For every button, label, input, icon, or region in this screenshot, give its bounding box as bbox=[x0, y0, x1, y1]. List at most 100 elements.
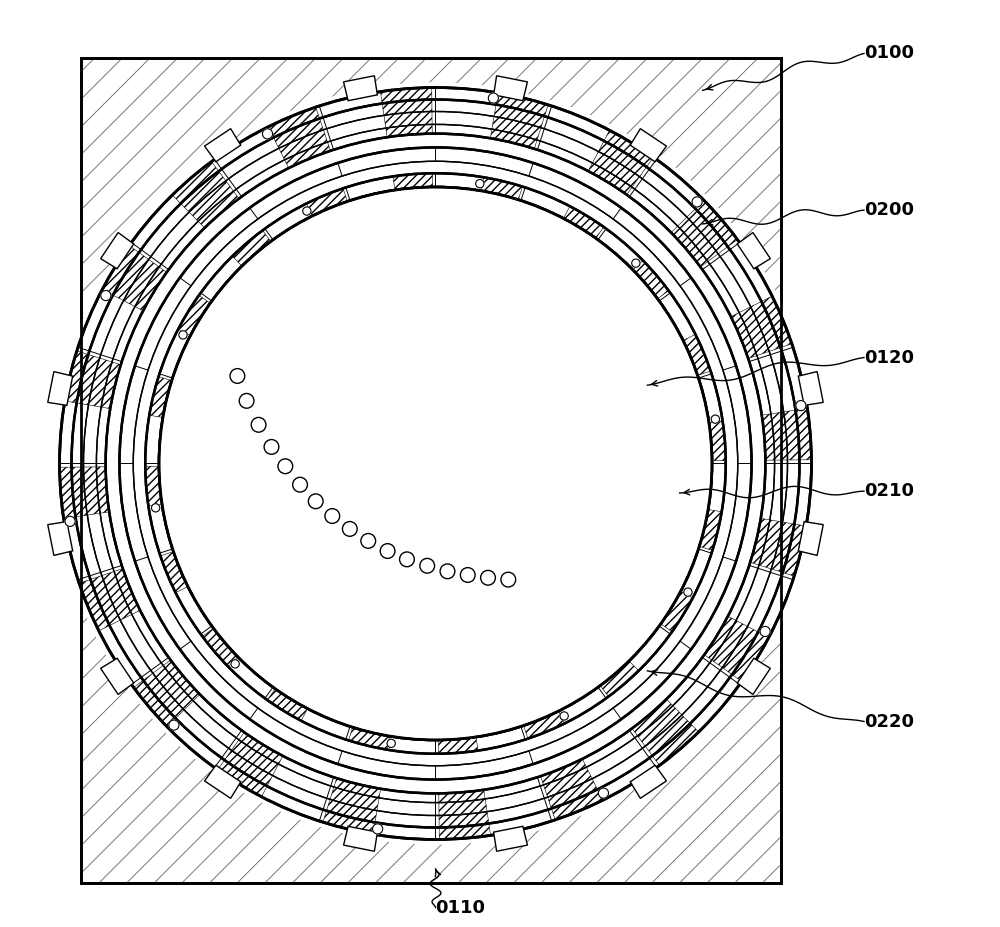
Polygon shape bbox=[382, 99, 432, 137]
Circle shape bbox=[179, 331, 187, 339]
Polygon shape bbox=[268, 108, 320, 137]
Polygon shape bbox=[661, 591, 693, 632]
Polygon shape bbox=[101, 233, 134, 269]
Polygon shape bbox=[149, 376, 172, 417]
Circle shape bbox=[476, 180, 484, 188]
Circle shape bbox=[101, 290, 111, 300]
Circle shape bbox=[55, 83, 816, 844]
Polygon shape bbox=[762, 410, 799, 460]
Polygon shape bbox=[630, 766, 666, 798]
Circle shape bbox=[760, 627, 770, 637]
Polygon shape bbox=[737, 233, 770, 269]
Polygon shape bbox=[65, 351, 88, 403]
Polygon shape bbox=[101, 658, 134, 694]
Polygon shape bbox=[102, 246, 139, 295]
Polygon shape bbox=[439, 790, 489, 828]
Circle shape bbox=[303, 207, 311, 215]
Polygon shape bbox=[202, 629, 238, 667]
Polygon shape bbox=[551, 790, 603, 819]
Circle shape bbox=[373, 824, 383, 834]
Polygon shape bbox=[796, 409, 811, 460]
Circle shape bbox=[380, 543, 395, 558]
Text: 0100: 0100 bbox=[864, 44, 914, 62]
Circle shape bbox=[481, 570, 495, 585]
Polygon shape bbox=[145, 466, 162, 506]
Polygon shape bbox=[143, 660, 200, 718]
Polygon shape bbox=[326, 779, 381, 822]
Polygon shape bbox=[380, 87, 432, 104]
Text: 0200: 0200 bbox=[864, 201, 914, 219]
Polygon shape bbox=[524, 711, 565, 739]
Circle shape bbox=[501, 572, 516, 587]
Circle shape bbox=[711, 415, 720, 424]
Circle shape bbox=[293, 477, 307, 492]
Text: 0220: 0220 bbox=[864, 713, 914, 730]
Circle shape bbox=[684, 588, 692, 596]
Text: 0120: 0120 bbox=[864, 349, 914, 366]
Circle shape bbox=[65, 516, 75, 527]
Circle shape bbox=[251, 417, 266, 432]
Polygon shape bbox=[798, 522, 823, 555]
Polygon shape bbox=[90, 568, 140, 626]
Polygon shape bbox=[695, 200, 737, 247]
Circle shape bbox=[325, 509, 340, 524]
Polygon shape bbox=[349, 728, 390, 750]
Polygon shape bbox=[604, 131, 653, 167]
Polygon shape bbox=[72, 467, 109, 517]
Polygon shape bbox=[267, 689, 308, 721]
Polygon shape bbox=[761, 297, 792, 348]
Polygon shape bbox=[178, 295, 210, 336]
Polygon shape bbox=[737, 658, 770, 694]
Polygon shape bbox=[496, 93, 548, 116]
Polygon shape bbox=[344, 826, 377, 851]
Polygon shape bbox=[750, 518, 794, 573]
Polygon shape bbox=[438, 737, 478, 754]
Circle shape bbox=[560, 712, 568, 720]
Polygon shape bbox=[205, 129, 241, 161]
Polygon shape bbox=[274, 119, 330, 168]
Circle shape bbox=[632, 259, 640, 267]
Polygon shape bbox=[494, 76, 527, 101]
Circle shape bbox=[151, 503, 160, 512]
Polygon shape bbox=[731, 301, 781, 359]
Polygon shape bbox=[732, 632, 769, 681]
Bar bbox=[81, 58, 781, 883]
Polygon shape bbox=[306, 188, 347, 216]
Circle shape bbox=[692, 197, 702, 207]
Circle shape bbox=[598, 788, 609, 798]
Polygon shape bbox=[181, 171, 239, 228]
Circle shape bbox=[420, 558, 435, 573]
Circle shape bbox=[796, 400, 806, 411]
Polygon shape bbox=[630, 129, 666, 161]
Circle shape bbox=[488, 93, 498, 103]
Circle shape bbox=[400, 552, 414, 566]
Polygon shape bbox=[134, 680, 176, 727]
Circle shape bbox=[308, 494, 323, 509]
Polygon shape bbox=[160, 552, 188, 592]
Polygon shape bbox=[704, 616, 758, 675]
Polygon shape bbox=[218, 760, 267, 796]
Polygon shape bbox=[323, 811, 375, 834]
Polygon shape bbox=[563, 206, 604, 238]
Circle shape bbox=[169, 720, 179, 730]
Polygon shape bbox=[632, 699, 690, 756]
Polygon shape bbox=[232, 231, 271, 266]
Polygon shape bbox=[225, 732, 283, 786]
Polygon shape bbox=[393, 173, 433, 190]
Polygon shape bbox=[79, 579, 110, 630]
Polygon shape bbox=[798, 372, 823, 405]
Polygon shape bbox=[48, 372, 73, 405]
Polygon shape bbox=[699, 510, 722, 551]
Circle shape bbox=[342, 522, 357, 537]
Polygon shape bbox=[671, 209, 728, 267]
Polygon shape bbox=[494, 826, 527, 851]
Polygon shape bbox=[48, 522, 73, 555]
Polygon shape bbox=[77, 354, 121, 409]
FancyBboxPatch shape bbox=[81, 58, 781, 883]
Text: 0110: 0110 bbox=[435, 898, 485, 917]
Polygon shape bbox=[439, 823, 491, 840]
Polygon shape bbox=[344, 76, 377, 101]
Text: 0210: 0210 bbox=[864, 482, 914, 501]
Circle shape bbox=[264, 439, 279, 454]
Circle shape bbox=[231, 660, 239, 668]
